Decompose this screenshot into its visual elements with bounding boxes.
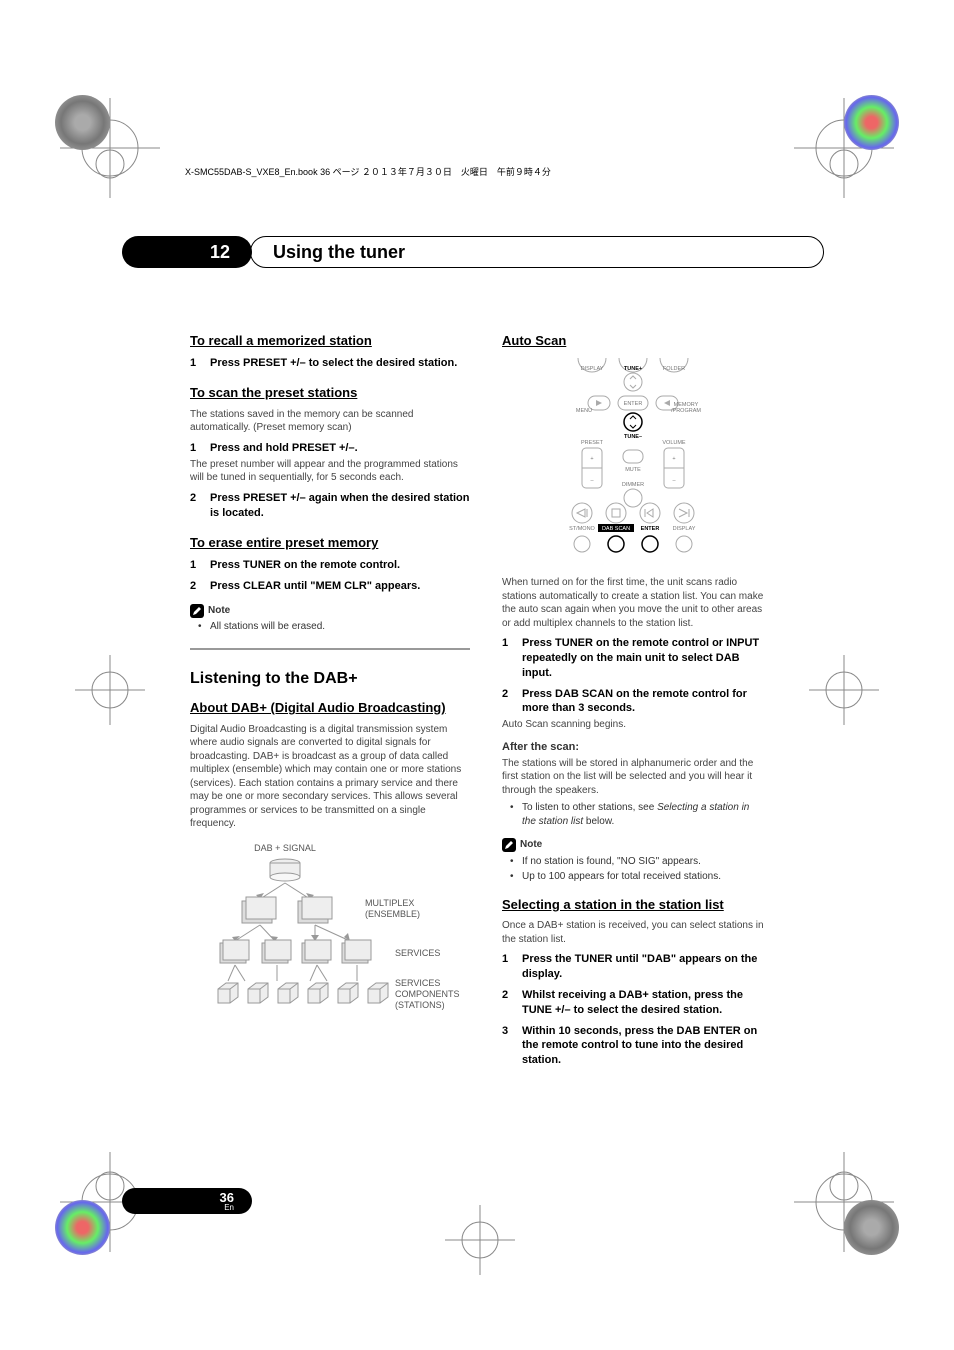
- heading-erase: To erase entire preset memory: [190, 534, 470, 552]
- svg-text:DAB SCAN: DAB SCAN: [602, 526, 630, 532]
- svg-text:DIMMER: DIMMER: [622, 482, 644, 488]
- about-dab-body: Digital Audio Broadcasting is a digital …: [190, 723, 470, 831]
- svg-text:–: –: [672, 478, 676, 484]
- diagram-label-multiplex: MULTIPLEX: [365, 898, 414, 908]
- diagram-label-signal: DAB + SIGNAL: [254, 843, 316, 853]
- svg-text:ENTER: ENTER: [624, 401, 643, 407]
- svg-text:TUNE+: TUNE+: [624, 366, 642, 372]
- svg-text:ENTER: ENTER: [641, 526, 660, 532]
- heading-select-station: Selecting a station in the station list: [502, 896, 764, 914]
- color-patch: [55, 95, 110, 150]
- svg-text:FOLDER: FOLDER: [663, 366, 685, 372]
- svg-text:/PROGRAM: /PROGRAM: [671, 408, 701, 414]
- svg-text:TUNE–: TUNE–: [624, 434, 642, 440]
- auto-note-2: Up to 100 appears for total received sta…: [514, 870, 764, 884]
- note-label: Note: [208, 604, 230, 618]
- auto-note-1: If no station is found, "NO SIG" appears…: [514, 855, 764, 869]
- erase-step-1: 1Press TUNER on the remote control.: [190, 558, 470, 573]
- svg-text:VOLUME: VOLUME: [662, 440, 686, 446]
- heading-listening-dab: Listening to the DAB+: [190, 668, 470, 690]
- svg-text:DISPLAY: DISPLAY: [673, 526, 696, 532]
- left-column: To recall a memorized station 1Press PRE…: [190, 326, 470, 1070]
- note-label: Note: [520, 838, 542, 852]
- recall-step-1: 1Press PRESET +/– to select the desired …: [190, 356, 470, 371]
- after-scan-bullets: To listen to other stations, see Selecti…: [502, 801, 764, 828]
- auto-step-1: 1Press TUNER on the remote control or IN…: [502, 636, 764, 681]
- color-patch: [55, 1200, 110, 1255]
- svg-text:–: –: [590, 478, 594, 484]
- svg-text:SERVICES: SERVICES: [395, 978, 440, 988]
- svg-text:MUTE: MUTE: [625, 467, 641, 473]
- heading-recall: To recall a memorized station: [190, 332, 470, 350]
- book-header-line: X-SMC55DAB-S_VXE8_En.book 36 ページ ２０１３年７月…: [185, 165, 551, 178]
- select-intro: Once a DAB+ station is received, you can…: [502, 919, 764, 946]
- auto-scan-notes: If no station is found, "NO SIG" appears…: [502, 855, 764, 884]
- select-step-2: 2Whilst receiving a DAB+ station, press …: [502, 988, 764, 1018]
- pencil-icon: [190, 604, 204, 618]
- svg-text:(ENSEMBLE): (ENSEMBLE): [365, 909, 420, 919]
- select-step-1: 1Press the TUNER until "DAB" appears on …: [502, 952, 764, 982]
- remote-control-diagram: DISPLAY TUNE+ FOLDER ENTER MENU MEMORY /…: [558, 358, 708, 563]
- auto-scan-intro: When turned on for the first time, the u…: [502, 576, 764, 630]
- after-scan-bullet-1: To listen to other stations, see Selecti…: [514, 801, 764, 828]
- page-lang: En: [224, 1204, 234, 1212]
- chapter-bar: Using the tuner 12: [130, 238, 824, 266]
- svg-text:+: +: [590, 456, 593, 462]
- chapter-title: Using the tuner: [273, 242, 405, 263]
- dab-hierarchy-diagram: DAB + SIGNAL MULTIPLEX (ENSEMBLE): [190, 841, 470, 1026]
- scan-step-2: 2Press PRESET +/– again when the desired…: [190, 491, 470, 521]
- erase-notes: All stations will be erased.: [190, 620, 470, 634]
- svg-text:COMPONENTS: COMPONENTS: [395, 989, 460, 999]
- chapter-number: 12: [210, 242, 230, 263]
- scan-body-1: The preset number will appear and the pr…: [190, 458, 470, 485]
- scan-step-1: 1Press and hold PRESET +/–.: [190, 441, 470, 456]
- svg-text:(STATIONS): (STATIONS): [395, 1000, 445, 1010]
- pencil-icon: [502, 838, 516, 852]
- diagram-label-services: SERVICES: [395, 948, 440, 958]
- svg-text:PRESET: PRESET: [581, 440, 604, 446]
- after-scan-heading: After the scan:: [502, 740, 764, 755]
- auto-step-2: 2Press DAB SCAN on the remote control fo…: [502, 687, 764, 717]
- color-patch: [844, 1200, 899, 1255]
- note-badge: Note: [502, 838, 542, 852]
- svg-text:+: +: [672, 456, 675, 462]
- color-patch: [844, 95, 899, 150]
- after-scan-body: The stations will be stored in alphanume…: [502, 757, 764, 798]
- select-step-3: 3Within 10 seconds, press the DAB ENTER …: [502, 1024, 764, 1069]
- svg-text:MENU: MENU: [576, 408, 592, 414]
- scan-intro: The stations saved in the memory can be …: [190, 408, 470, 435]
- page-number: 36: [220, 1191, 234, 1204]
- erase-step-2: 2Press CLEAR until "MEM CLR" appears.: [190, 579, 470, 594]
- right-column: Auto Scan DISPLAY TUNE+ FOLDER ENTER: [502, 326, 764, 1070]
- svg-text:ST/MONO: ST/MONO: [569, 526, 595, 532]
- erase-note-1: All stations will be erased.: [202, 620, 470, 634]
- svg-text:DISPLAY: DISPLAY: [581, 366, 604, 372]
- auto-body-2: Auto Scan scanning begins.: [502, 718, 764, 732]
- heading-auto-scan: Auto Scan: [502, 332, 764, 350]
- heading-scan-preset: To scan the preset stations: [190, 384, 470, 402]
- note-badge: Note: [190, 604, 230, 618]
- page-number-badge: 36 En: [122, 1188, 252, 1214]
- heading-about-dab: About DAB+ (Digital Audio Broadcasting): [190, 699, 470, 717]
- section-divider: [190, 648, 470, 650]
